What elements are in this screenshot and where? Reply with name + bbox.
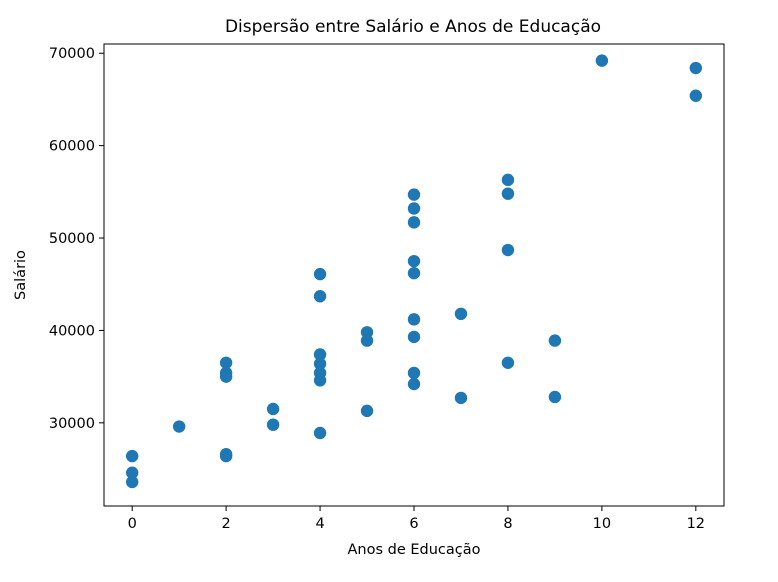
data-point (407, 188, 421, 201)
chart-title: Dispersão entre Salário e Anos de Educaç… (225, 17, 601, 37)
data-point (360, 334, 374, 347)
data-point (125, 475, 139, 489)
data-point (266, 402, 280, 416)
data-point (266, 418, 280, 431)
points-layer (125, 54, 703, 489)
y-axis-label: Salário (13, 250, 29, 300)
data-point (360, 404, 374, 418)
x-tick-label: 6 (409, 516, 418, 532)
data-point (407, 313, 421, 326)
data-point (501, 356, 515, 369)
y-tick-label: 70000 (49, 46, 95, 62)
data-point (313, 374, 327, 387)
data-point (407, 330, 421, 344)
data-point (501, 187, 515, 200)
y-axis: 30000 40000 50000 60000 70000 (49, 46, 104, 432)
data-point (407, 366, 421, 380)
data-point (454, 307, 468, 321)
data-point (125, 449, 139, 463)
data-point (313, 426, 327, 440)
data-point (407, 377, 421, 391)
data-point (548, 390, 562, 404)
y-tick-label: 60000 (49, 139, 95, 155)
data-point (125, 466, 139, 479)
x-tick-label: 0 (128, 516, 137, 532)
data-point (595, 54, 609, 67)
data-point (501, 243, 515, 257)
data-point (313, 290, 327, 303)
data-point (172, 420, 186, 433)
data-point (219, 449, 233, 463)
data-point (689, 89, 703, 102)
x-axis-label: Anos de Educação (347, 542, 480, 558)
y-tick-label: 30000 (49, 416, 95, 432)
x-tick-label: 8 (503, 516, 512, 532)
data-point (219, 370, 233, 383)
data-point (313, 357, 327, 370)
data-point (407, 216, 421, 229)
data-point (454, 391, 468, 405)
data-point (313, 348, 327, 361)
data-point (548, 334, 562, 347)
data-point (407, 266, 421, 280)
data-point (501, 173, 515, 187)
x-tick-label: 12 (687, 516, 705, 532)
x-axis: 0 2 4 6 8 10 12 (128, 506, 705, 532)
y-tick-label: 40000 (49, 323, 95, 339)
data-point (407, 254, 421, 268)
y-tick-label: 50000 (49, 231, 95, 247)
x-tick-label: 10 (593, 516, 611, 532)
data-point (313, 267, 327, 281)
data-point (407, 202, 421, 215)
data-point (689, 61, 703, 75)
x-tick-label: 4 (315, 516, 324, 532)
data-point (219, 356, 233, 369)
x-tick-label: 2 (222, 516, 231, 532)
